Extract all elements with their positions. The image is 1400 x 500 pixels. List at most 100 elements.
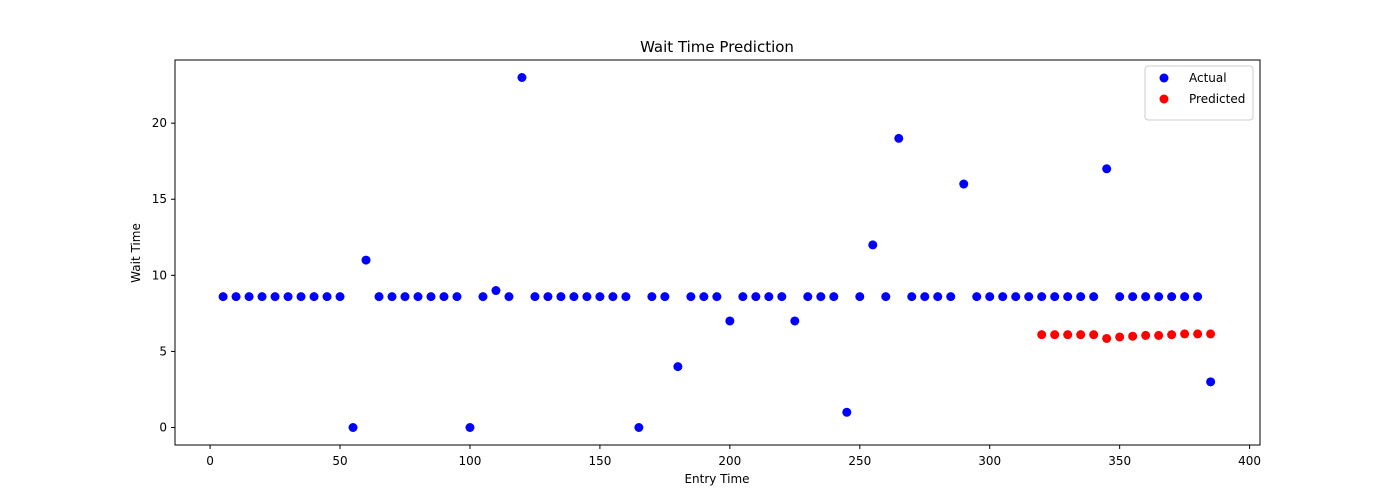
predicted-point xyxy=(1167,330,1177,340)
predicted-point xyxy=(1063,330,1073,340)
predicted-series xyxy=(1037,329,1216,343)
actual-point xyxy=(1141,292,1151,302)
predicted-point xyxy=(1115,332,1125,342)
actual-point xyxy=(517,73,527,82)
x-tick-label: 200 xyxy=(718,454,741,468)
predicted-point xyxy=(1037,330,1047,340)
actual-point xyxy=(400,292,410,302)
legend-label-actual: Actual xyxy=(1189,71,1227,85)
actual-point xyxy=(764,292,774,302)
actual-point xyxy=(543,292,553,302)
actual-point xyxy=(270,292,280,302)
x-tick-label: 150 xyxy=(588,454,611,468)
actual-point xyxy=(842,407,852,417)
legend-label-predicted: Predicted xyxy=(1189,92,1245,106)
actual-point xyxy=(1154,292,1164,302)
actual-point xyxy=(582,292,592,302)
legend: Actual Predicted xyxy=(1144,65,1254,121)
x-tick-label: 400 xyxy=(1238,454,1261,468)
actual-point xyxy=(426,292,436,302)
actual-point xyxy=(725,316,735,326)
x-tick-label: 100 xyxy=(459,454,482,468)
actual-point xyxy=(1167,292,1177,302)
predicted-point xyxy=(1154,330,1164,340)
predicted-point xyxy=(1141,330,1151,340)
actual-point xyxy=(907,292,917,302)
plot-frame xyxy=(174,59,1261,446)
legend-marker-predicted xyxy=(1159,94,1169,104)
actual-point xyxy=(803,292,813,302)
x-tick-label: 50 xyxy=(332,454,347,468)
x-tick-label: 350 xyxy=(1108,454,1131,468)
predicted-point xyxy=(1128,331,1138,341)
actual-point xyxy=(569,292,579,302)
y-tick-label: 10 xyxy=(152,268,167,282)
actual-point xyxy=(608,292,618,302)
actual-point xyxy=(933,292,943,302)
actual-point xyxy=(634,423,644,432)
actual-point xyxy=(504,292,514,302)
actual-point xyxy=(621,292,631,302)
actual-point xyxy=(1193,292,1203,302)
actual-point xyxy=(894,133,904,143)
actual-point xyxy=(660,292,670,302)
actual-point xyxy=(439,292,449,302)
actual-point xyxy=(218,292,228,302)
predicted-point xyxy=(1102,333,1112,343)
actual-point xyxy=(985,292,995,302)
actual-point xyxy=(556,292,566,302)
actual-point xyxy=(998,292,1008,302)
actual-point xyxy=(855,292,865,302)
actual-point xyxy=(751,292,761,302)
actual-point xyxy=(1115,292,1125,302)
actual-point xyxy=(335,292,345,302)
legend-box xyxy=(1144,65,1254,121)
actual-point xyxy=(829,292,839,302)
predicted-point xyxy=(1089,330,1099,340)
actual-point xyxy=(361,255,371,265)
predicted-point xyxy=(1050,330,1060,340)
x-tick-label: 300 xyxy=(978,454,1001,468)
actual-point xyxy=(595,292,605,302)
predicted-point xyxy=(1076,330,1086,340)
actual-point xyxy=(1063,292,1073,302)
actual-point xyxy=(673,362,683,372)
y-tick-label: 20 xyxy=(152,116,167,130)
actual-point xyxy=(1206,377,1216,387)
actual-point xyxy=(647,292,657,302)
actual-point xyxy=(1102,164,1112,174)
actual-point xyxy=(1128,292,1138,302)
actual-point xyxy=(1180,292,1190,302)
actual-point xyxy=(1076,292,1086,302)
actual-point xyxy=(868,240,878,250)
actual-point xyxy=(1024,292,1034,302)
actual-point xyxy=(686,292,696,302)
actual-point xyxy=(231,292,241,302)
actual-point xyxy=(1050,292,1060,302)
actual-point xyxy=(1011,292,1021,302)
actual-point xyxy=(257,292,267,302)
actual-point xyxy=(1089,292,1099,302)
actual-point xyxy=(712,292,722,302)
actual-point xyxy=(413,292,423,302)
plot-area: 0 50 100 150 200 250 300 350 400 0 5 10 15 20 xyxy=(152,59,1261,468)
y-tick-label: 5 xyxy=(159,344,167,358)
actual-point xyxy=(738,292,748,302)
actual-point xyxy=(530,292,540,302)
y-tick-label: 15 xyxy=(152,192,167,206)
chart-title: Wait Time Prediction xyxy=(640,38,794,56)
x-tick-label: 0 xyxy=(206,454,214,468)
actual-point xyxy=(816,292,826,302)
predicted-point xyxy=(1206,329,1216,339)
actual-point xyxy=(348,423,358,432)
actual-point xyxy=(491,286,501,296)
actual-point xyxy=(790,316,800,326)
predicted-point xyxy=(1193,329,1203,339)
actual-point xyxy=(920,292,930,302)
actual-point xyxy=(452,292,462,302)
x-tick-label: 250 xyxy=(848,454,871,468)
actual-point xyxy=(946,292,956,302)
actual-point xyxy=(881,292,891,302)
actual-point xyxy=(244,292,254,302)
